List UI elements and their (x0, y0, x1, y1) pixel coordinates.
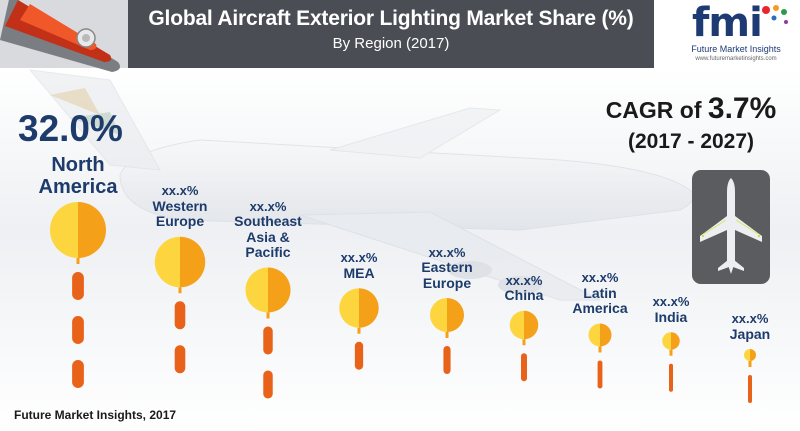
bulb-left-eastern-europe (430, 298, 447, 332)
value-label: xx.x% (731, 311, 769, 326)
dash-latin-america-0 (597, 360, 603, 389)
label-japan: xx.x% Japan (695, 311, 800, 342)
label-china: xx.x% China (469, 272, 579, 304)
dash-north-america-0 (72, 272, 84, 300)
value-label: xx.x% (428, 244, 466, 260)
logo-wordmark: fmi (692, 0, 763, 46)
bulb-neck-north-america (76, 258, 80, 264)
dash-japan-0 (748, 375, 752, 403)
plane-thumbnail (692, 170, 770, 284)
bulb-right-north-america (78, 202, 106, 258)
bulb-neck-southeast-asia-pacific (266, 312, 270, 319)
airplane-icon (700, 178, 762, 274)
north-america-value: 32.0% (18, 108, 123, 149)
cagr-line: CAGR of 3.7% (596, 92, 786, 126)
category-name-line: Eastern (421, 259, 473, 276)
bulb-right-mea (359, 288, 379, 328)
exterior-light-image (0, 0, 128, 72)
bulb-right-latin-america (600, 323, 612, 347)
value-label: xx.x% (505, 272, 543, 288)
chart-header: Global Aircraft Exterior Lighting Market… (128, 0, 654, 68)
bulb-left-north-america (50, 202, 78, 258)
value-label: xx.x% (652, 294, 690, 310)
dash-western-europe-0 (174, 301, 186, 330)
bulb-neck-western-europe (178, 287, 182, 294)
bulb-neck-india (669, 349, 673, 356)
bulb-left-southeast-asia-pacific (245, 267, 268, 313)
category-name-line: Asia & (246, 228, 290, 245)
category-name-line: America (572, 300, 628, 317)
logo-url: www.futuremarketinsights.com (695, 56, 777, 62)
dash-north-america-2 (72, 360, 84, 388)
bulb-right-japan (750, 349, 756, 361)
bulb-left-india (662, 332, 671, 350)
category-name-line: India (654, 308, 688, 325)
bulb-neck-eastern-europe (445, 332, 449, 338)
logo-dots-icon (762, 5, 788, 24)
category-name-line: Latin (583, 284, 617, 301)
dash-western-europe-1 (174, 345, 186, 374)
category-name-line: Europe (422, 274, 472, 291)
value-label: xx.x% (340, 250, 378, 266)
label-western-europe: xx.x% Western Europe (125, 184, 235, 230)
chart-title: Global Aircraft Exterior Lighting Market… (148, 7, 634, 30)
category-name-line: Southeast (234, 213, 302, 230)
dash-mea-0 (354, 341, 364, 370)
label-india: xx.x% India (616, 295, 726, 325)
bulb-neck-latin-america (598, 346, 602, 353)
label-eastern-europe: xx.x% Eastern Europe (392, 244, 502, 292)
dash-china-0 (521, 353, 527, 382)
chart-subtitle: By Region (2017) (332, 35, 450, 52)
dash-india-0 (669, 363, 673, 392)
category-name-line: China (504, 287, 544, 304)
bulb-left-china (509, 310, 524, 340)
label-north-america: North America (18, 154, 138, 199)
bulb-neck-mea (357, 327, 361, 334)
logo-tagline: Future Market Insights (691, 44, 781, 54)
category-name-line: Western (152, 197, 208, 214)
category-name-line: Europe (155, 213, 205, 230)
bulb-right-india (671, 332, 680, 350)
source-note: Future Market Insights, 2017 (14, 408, 177, 422)
bulb-right-southeast-asia-pacific (268, 267, 291, 313)
cagr-prefix: CAGR of (605, 97, 708, 123)
value-label: xx.x% (161, 183, 199, 199)
dash-southeast-asia-pacific-0 (263, 326, 273, 355)
bulb-left-mea (339, 288, 359, 328)
bulb-right-western-europe (180, 236, 206, 288)
category-name-line: MEA (343, 264, 375, 281)
company-logo: fmi Future Market Insights www.futuremar… (672, 0, 800, 68)
value-label: xx.x% (249, 198, 287, 214)
label-mea: xx.x% MEA (304, 251, 414, 281)
label-southeast-asia-pacific: xx.x% Southeast Asia & Pacific (213, 198, 323, 262)
bulb-right-china (524, 310, 539, 340)
category-name-line: America (38, 176, 118, 199)
dash-southeast-asia-pacific-1 (263, 370, 273, 399)
label-latin-america: xx.x% Latin America (545, 270, 655, 317)
category-name-line: North (51, 154, 105, 176)
dash-north-america-1 (72, 316, 84, 344)
cagr-period: (2017 - 2027) (627, 130, 755, 153)
cagr-callout: CAGR of 3.7% (2017 - 2027) (596, 92, 786, 154)
bulb-left-latin-america (588, 323, 600, 347)
bulb-neck-japan (748, 361, 752, 367)
bulb-neck-china (522, 339, 526, 346)
dash-eastern-europe-0 (443, 346, 451, 374)
bulb-left-western-europe (154, 236, 180, 288)
bulb-left-japan (744, 349, 750, 361)
airplane-silhouette (28, 69, 694, 301)
category-name-line: Japan (729, 325, 771, 342)
cagr-value: 3.7% (707, 92, 777, 125)
bulb-right-eastern-europe (447, 298, 464, 332)
category-name-line: Pacific (245, 244, 291, 261)
value-label: xx.x% (581, 270, 619, 285)
